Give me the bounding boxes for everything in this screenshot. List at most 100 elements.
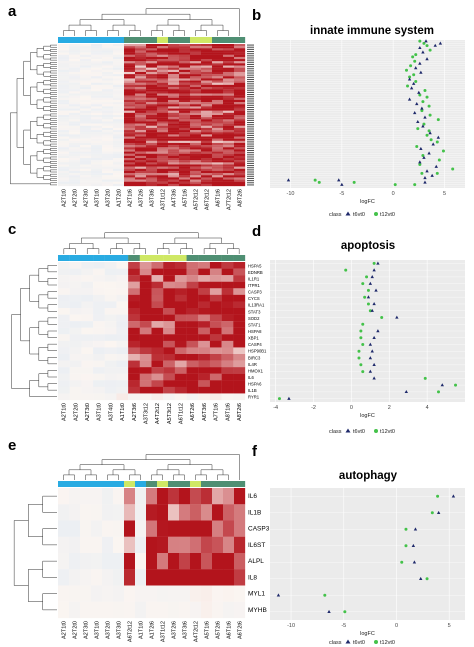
heatmap-cell (135, 162, 147, 165)
point-t6vt0 (436, 135, 441, 139)
heatmap-cell (163, 360, 176, 368)
heatmap-cell (124, 151, 136, 154)
heatmap-cell (201, 82, 213, 86)
heatmap-cell (58, 102, 70, 105)
heatmap-cell (135, 99, 147, 103)
sample-label: A3T1t12 (160, 621, 166, 642)
heatmap-cell (69, 179, 81, 182)
heatmap-cell (209, 268, 222, 276)
column-dendrogram (85, 30, 97, 36)
heatmap-cell (69, 48, 81, 51)
heatmap-cell (212, 127, 224, 131)
heatmap-cell (157, 106, 169, 109)
heatmap-cell (146, 170, 158, 174)
heatmap-cell (116, 360, 129, 368)
heatmap-cell (91, 553, 103, 570)
heatmap-cell (179, 121, 191, 124)
heatmap-cell (179, 84, 191, 88)
point-t6vt0 (370, 349, 374, 353)
heatmap-cell (124, 80, 136, 83)
heatmap-cell (151, 354, 164, 361)
heatmap-cell (179, 138, 191, 141)
heatmap-cell (113, 134, 125, 137)
heatmap-cell (80, 585, 92, 602)
heatmap-cell (157, 123, 169, 126)
heatmap-cell (179, 134, 191, 137)
heatmap-cell (146, 160, 158, 163)
heatmap-cell (163, 301, 176, 309)
gene-label (247, 130, 254, 132)
row-dendrogram (43, 149, 51, 154)
heatmap-cell (223, 95, 235, 98)
heatmap-cell (198, 334, 211, 342)
heatmap-cell (80, 99, 92, 103)
heatmap-cell (234, 97, 246, 101)
heatmap-cell (135, 54, 147, 58)
column-dendrogram (162, 243, 187, 249)
heatmap-cell (146, 59, 158, 62)
class-bar-segment (163, 255, 176, 261)
heatmap-cell (234, 108, 246, 111)
point-t12vt0 (359, 329, 363, 333)
heatmap-cell (135, 110, 147, 113)
heatmap-cell (163, 373, 176, 381)
heatmap-cell (69, 153, 81, 157)
gene-label (247, 126, 254, 128)
heatmap-cell (146, 179, 158, 182)
heatmap-cell (91, 44, 103, 47)
column-dendrogram (195, 30, 207, 36)
heatmap-cell (69, 155, 81, 159)
row-dendrogram (38, 294, 48, 309)
legend-t6-marker (345, 639, 351, 644)
heatmap-cell (234, 117, 246, 120)
heatmap-cell (209, 380, 222, 388)
heatmap-innate-immune: A2T1t0 A2T2t0 A2T3t0 A3T1t0 A3T2t0 A1T2t0 A2T1… (10, 8, 254, 210)
heatmap-cell (69, 308, 82, 315)
heatmap-cell (139, 386, 152, 394)
heatmap-cell (113, 179, 125, 182)
heatmap-cell (91, 145, 103, 148)
gene-label: ALPL (248, 558, 264, 565)
heatmap-cell (58, 373, 70, 381)
heatmap-cell (234, 74, 246, 77)
heatmap-cell (135, 181, 147, 184)
heatmap-cell (146, 108, 158, 111)
heatmap-cell (234, 181, 246, 184)
heatmap-cell (113, 56, 125, 60)
heatmap-cell (146, 54, 158, 58)
heatmap-cell (135, 177, 147, 180)
heatmap-cell (212, 553, 224, 570)
sample-label: A3T1t0 (97, 403, 103, 421)
heatmap-cell (146, 87, 158, 90)
heatmap-cell (223, 84, 235, 88)
heatmap-cell (198, 281, 211, 289)
heatmap-cell (124, 104, 136, 107)
heatmap-cell (186, 301, 199, 309)
heatmap-cell (69, 63, 81, 66)
heatmap-cell (190, 173, 202, 176)
point-t6vt0 (411, 81, 416, 85)
heatmap-cell (80, 110, 92, 113)
heatmap-cell (201, 153, 213, 157)
heatmap-cell (212, 80, 224, 83)
gene-label (247, 111, 254, 113)
heatmap-cell (190, 87, 202, 90)
heatmap-cell (201, 78, 213, 81)
heatmap-cell (212, 69, 224, 73)
point-t12vt0 (441, 149, 445, 153)
heatmap-cell (69, 136, 81, 139)
heatmap-cell (223, 59, 235, 62)
heatmap-cell (146, 585, 158, 602)
heatmap-cell (128, 367, 140, 374)
heatmap-cell (69, 553, 81, 570)
heatmap-cell (190, 102, 202, 105)
gene-label: CASP4 (248, 342, 262, 347)
heatmap-cell (212, 52, 224, 55)
heatmap-cell (58, 354, 70, 361)
heatmap-cell (81, 334, 94, 342)
heatmap-cell (234, 87, 246, 90)
heatmap-cell (102, 59, 114, 62)
heatmap-cell (113, 61, 125, 64)
heatmap-cell (80, 155, 92, 159)
point-t6vt0 (417, 90, 421, 94)
